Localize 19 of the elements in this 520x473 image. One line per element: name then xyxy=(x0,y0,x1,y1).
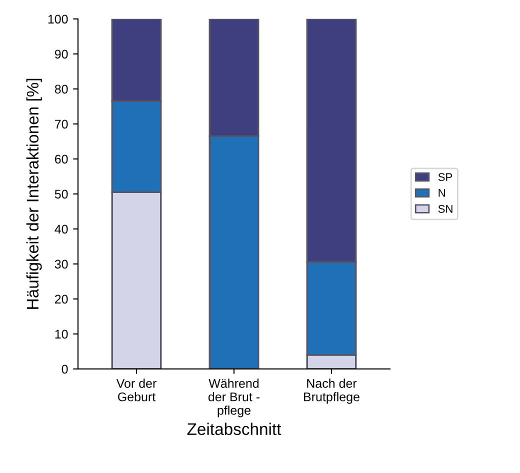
x-tick-label: Während der Brut - pflege xyxy=(208,378,260,418)
y-tick-label: 50 xyxy=(54,190,68,199)
y-axis-title: Häufigkeit der Interaktionen [%] xyxy=(26,78,42,309)
x-axis-title: Zeitabschnitt xyxy=(187,422,282,436)
x-tick-label: Vor der Geburt xyxy=(116,378,156,402)
y-tick-label: 80 xyxy=(54,84,68,94)
legend-label: SN xyxy=(438,204,452,213)
y-tick-label: 90 xyxy=(54,50,68,59)
y-tick-label: 20 xyxy=(55,294,68,304)
y-tick-label: 40 xyxy=(54,224,68,234)
x-tick-label: Nach der Brutpflege xyxy=(304,378,360,404)
y-tick-label: 100 xyxy=(48,14,68,24)
y-tick-label: 30 xyxy=(54,260,68,269)
legend-label: SP xyxy=(438,173,452,181)
y-tick-label: 10 xyxy=(55,330,68,339)
legend-label: N xyxy=(438,189,445,197)
y-tick-label: 0 xyxy=(62,364,68,374)
y-tick-label: 70 xyxy=(55,120,68,129)
y-tick-label: 60 xyxy=(55,154,68,164)
